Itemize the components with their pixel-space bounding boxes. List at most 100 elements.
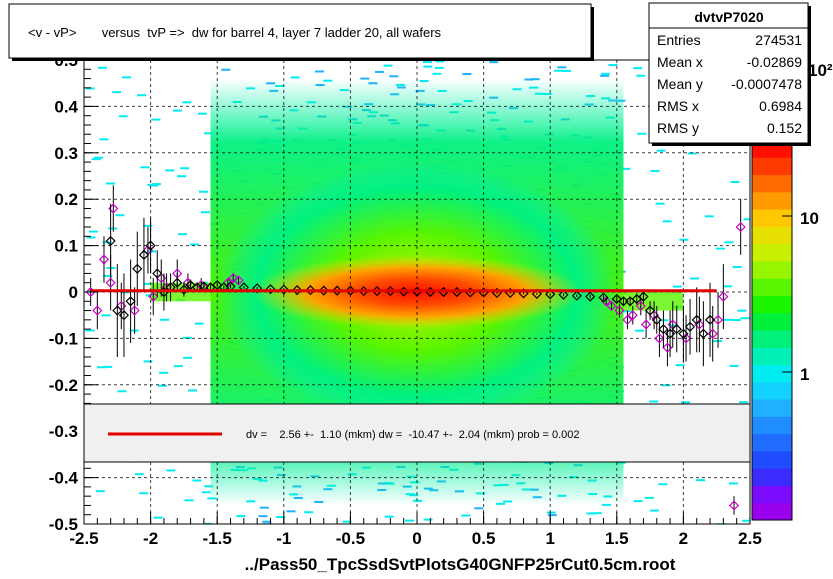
density-speckle xyxy=(182,101,192,104)
density-speckle xyxy=(383,64,393,67)
density-speckle xyxy=(190,243,200,246)
density-speckle xyxy=(194,322,204,325)
density-speckle xyxy=(474,507,484,510)
colorbar-band xyxy=(752,347,792,366)
stats-shadow-bottom xyxy=(652,143,811,146)
density-speckle xyxy=(173,109,183,112)
profile-black-point xyxy=(651,314,662,325)
density-speckle xyxy=(724,241,734,244)
density-speckle xyxy=(658,483,668,486)
density-speckle xyxy=(557,66,567,69)
profile-black-point xyxy=(358,285,369,297)
density-speckle xyxy=(723,285,733,288)
profile-black-point xyxy=(371,285,383,297)
density-speckle xyxy=(201,491,211,494)
x-tick-label: -2.5 xyxy=(69,529,98,548)
density-speckle xyxy=(183,356,193,359)
density-speckle xyxy=(636,74,646,77)
y-tick-label: 0.2 xyxy=(54,190,78,209)
colorbar-band xyxy=(752,381,792,400)
x-tick-label: -1.5 xyxy=(203,529,232,548)
stats-shadow-right xyxy=(808,6,811,146)
y-tick-label: -0.1 xyxy=(49,329,78,348)
density-speckle xyxy=(314,70,324,73)
density-speckle xyxy=(672,285,682,288)
density-speckle xyxy=(423,518,433,521)
stats-label: RMS y xyxy=(657,120,699,136)
profile-black-point xyxy=(198,281,209,292)
profile-black-point xyxy=(331,285,343,296)
density-speckle xyxy=(637,132,647,135)
density-speckle xyxy=(650,170,660,173)
profile-black-point xyxy=(118,310,130,321)
stats-value: 274531 xyxy=(755,32,802,48)
x-tick-label: 1.5 xyxy=(605,529,629,548)
stats-label: RMS x xyxy=(657,98,699,114)
density-speckle xyxy=(655,202,665,205)
colorbar-label: 10 xyxy=(800,209,819,228)
density-speckle xyxy=(633,67,643,70)
profile-magenta-point xyxy=(172,268,183,279)
profile-black-point xyxy=(691,314,702,325)
profile-magenta-point xyxy=(641,319,652,330)
density-speckle xyxy=(151,183,161,186)
density-speckle xyxy=(221,68,231,71)
axes: -2.5 -2 -1.5 -1 -0.5 0 0.5 1 1.5 2 2.5 -0.5 -0.4 -0.3… xyxy=(49,51,762,548)
profile-magenta-point xyxy=(606,300,617,312)
profile-black-point xyxy=(704,314,716,325)
colorbar-band xyxy=(752,243,792,262)
profile-black-point xyxy=(638,291,649,302)
density-speckle xyxy=(704,215,714,218)
profile-magenta-point xyxy=(148,291,159,302)
profile-black-point xyxy=(105,235,116,247)
density-speckle xyxy=(262,520,272,523)
density-speckle xyxy=(649,400,659,403)
y-tick-label: 0.1 xyxy=(54,237,78,256)
profile-black-point xyxy=(172,277,183,288)
legend-text: dv = 2.56 +- 1.10 (mkm) dw = -10.47 +- 2… xyxy=(246,429,580,441)
profile-magenta-point xyxy=(735,221,746,233)
density-speckle xyxy=(115,214,125,217)
colorbar-band xyxy=(752,450,792,469)
x-tick-label: 1 xyxy=(545,529,554,548)
y-tick-label: -0.2 xyxy=(49,376,78,395)
density-speckle xyxy=(732,266,742,269)
profile-black-point xyxy=(385,285,396,297)
colorbar-band xyxy=(752,157,792,176)
density-speckle xyxy=(728,482,738,485)
density-speckle xyxy=(143,224,153,227)
profile-magenta-point xyxy=(233,275,244,286)
density-speckle xyxy=(687,152,697,155)
profile-magenta-point xyxy=(694,319,705,330)
profile-black-point xyxy=(658,324,669,335)
x-tick-label: -2 xyxy=(143,529,158,548)
profile-black-point xyxy=(145,240,156,251)
profile-magenta-point xyxy=(108,203,119,214)
colorbar-band xyxy=(752,191,792,210)
density-speckle xyxy=(635,329,645,332)
density-speckle xyxy=(608,64,618,67)
density-speckle xyxy=(204,485,214,488)
density-speckle xyxy=(423,61,433,64)
density-speckle xyxy=(731,319,741,322)
density-speckle xyxy=(656,149,666,152)
density-speckle xyxy=(182,336,192,339)
density-speckle xyxy=(85,329,95,332)
density-speckle xyxy=(661,384,671,387)
density-speckle xyxy=(103,365,113,368)
density-speckle xyxy=(679,238,689,241)
density-speckle xyxy=(384,515,394,518)
density-speckle xyxy=(742,519,750,522)
colorbar-band xyxy=(752,433,792,452)
density-speckle xyxy=(197,112,207,115)
y-tick-label: -0.4 xyxy=(49,469,79,488)
profile-black-point xyxy=(698,328,709,339)
title-box: <v - vP> versus tvP => dw for barrel 4, … xyxy=(8,3,594,61)
density-speckle xyxy=(633,500,643,503)
density-speckle xyxy=(690,277,700,280)
density-speckle xyxy=(177,175,187,178)
profile-black-point xyxy=(618,296,629,307)
density-speckle xyxy=(200,211,210,214)
